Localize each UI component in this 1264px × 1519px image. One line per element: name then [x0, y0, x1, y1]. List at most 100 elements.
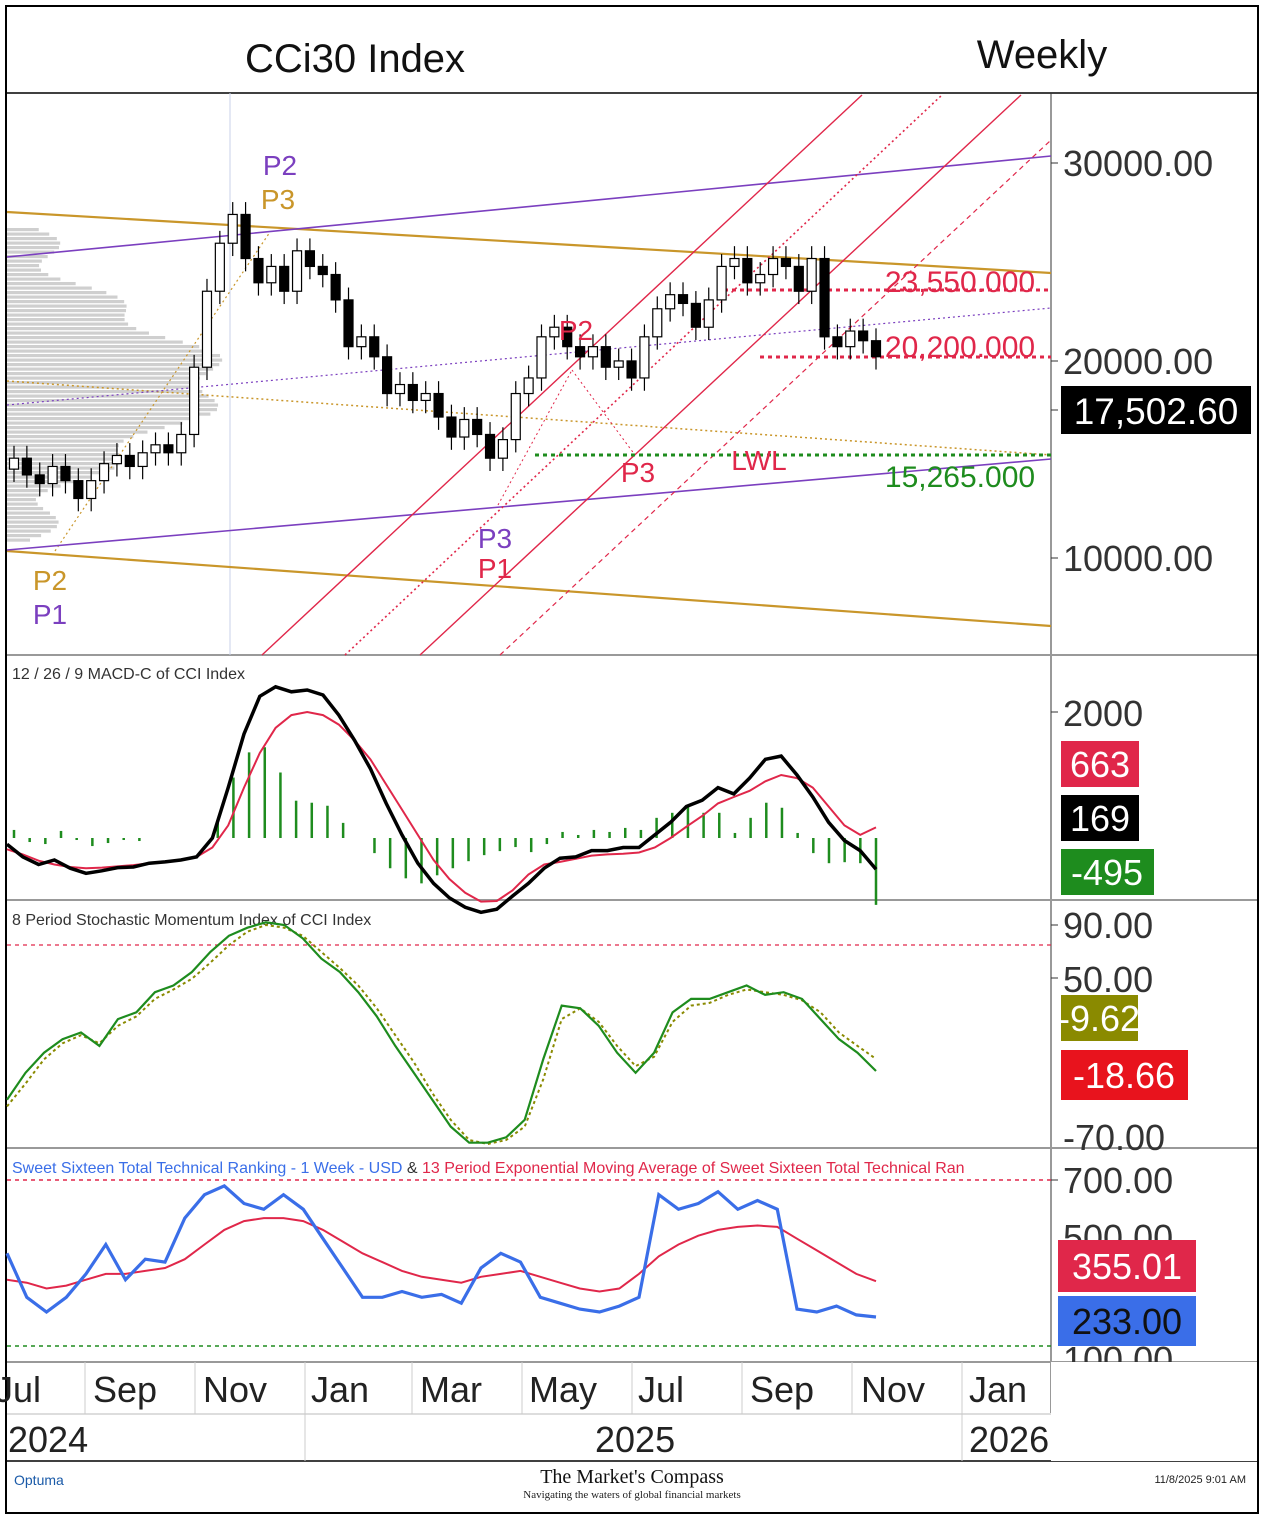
- profile-bar: [7, 484, 61, 488]
- macd-ytick-2000: 2000: [1063, 693, 1143, 734]
- candle-body: [163, 444, 174, 454]
- level-label-15265: 15,265.000: [885, 461, 1035, 494]
- candle-body: [73, 480, 84, 500]
- candle-body: [793, 265, 804, 292]
- profile-bar: [7, 426, 165, 430]
- smi-readout-signal: -9.62: [1058, 998, 1140, 1039]
- timeframe-label: Weekly: [977, 33, 1107, 77]
- candle-body: [549, 326, 560, 338]
- xtick-month-1: Sep: [93, 1369, 157, 1410]
- profile-bar: [7, 489, 48, 493]
- candle-body: [304, 250, 316, 268]
- ranking-title: Sweet Sixteen Total Technical Ranking - …: [12, 1160, 965, 1177]
- smi-yaxis: 90.00 50.00 -70.00: [1051, 905, 1165, 1158]
- ranking-title-blue: Sweet Sixteen Total Technical Ranking - …: [12, 1160, 402, 1177]
- candle-body: [484, 433, 496, 459]
- red-fork-handle: [497, 369, 573, 506]
- profile-bar: [7, 304, 127, 308]
- macd-title: 12 / 26 / 9 MACD-C of CCI Index: [12, 666, 245, 683]
- red-fork-median: [344, 94, 943, 656]
- candle-body: [176, 433, 187, 454]
- profile-bar: [7, 403, 219, 407]
- profile-bar: [7, 439, 124, 443]
- candle-body: [266, 265, 277, 284]
- candle-body: [86, 480, 97, 500]
- candle-body: [626, 360, 637, 379]
- publisher-tagline: Navigating the waters of global financia…: [523, 1489, 741, 1501]
- candle-body: [291, 250, 303, 292]
- xaxis-right-cover: [1051, 1414, 1257, 1460]
- candle-body: [845, 330, 856, 348]
- profile-bar: [7, 390, 203, 394]
- candle-body: [574, 346, 586, 358]
- level-label-20200: 20,200.000: [885, 331, 1035, 364]
- candle-body: [446, 416, 457, 438]
- profile-bar: [7, 376, 200, 380]
- candle-body: [459, 418, 470, 438]
- smi-readout-smi: -18.66: [1073, 1055, 1175, 1096]
- candle-body: [317, 265, 328, 276]
- candle-body: [755, 273, 766, 284]
- macd-readout-hist-bg: [1061, 849, 1154, 895]
- xtick-month-6: Jul: [638, 1369, 684, 1410]
- candle-body: [330, 273, 341, 301]
- profile-bar: [7, 232, 50, 236]
- macd-readout-signal-bg: [1061, 741, 1139, 787]
- macd-readout-signal: 663: [1070, 744, 1130, 785]
- smi-line: [6, 921, 877, 1144]
- profile-bar: [7, 331, 149, 335]
- xtick-month-2: Nov: [203, 1369, 267, 1410]
- chart-title: CCi30 Index: [245, 37, 465, 81]
- candle-body: [394, 383, 406, 395]
- candle-body: [382, 356, 393, 395]
- profile-bar: [7, 336, 166, 340]
- smi-readout-signal-bg: [1061, 995, 1138, 1041]
- smi-title: 8 Period Stochastic Momentum Index of CC…: [12, 912, 371, 929]
- profile-bar: [7, 340, 183, 344]
- profile-bar: [7, 322, 129, 326]
- candle-body: [716, 265, 727, 301]
- candle-body: [472, 418, 483, 436]
- profile-bar: [7, 309, 127, 313]
- candle-body: [279, 265, 290, 292]
- profile-bar: [7, 313, 125, 317]
- level-label-23550: 23,550.000: [885, 266, 1035, 299]
- profile-bar: [7, 358, 223, 362]
- profile-bar: [7, 412, 211, 416]
- candle-body: [587, 346, 599, 358]
- candle-body: [343, 299, 354, 348]
- chart-frame: [5, 5, 1259, 1514]
- optuma-logo: Optuma: [14, 1472, 64, 1488]
- lwl-label: LWL: [731, 445, 787, 476]
- pivot-p3-red: P3: [621, 457, 655, 488]
- candle-body: [767, 257, 779, 276]
- profile-bar: [7, 264, 40, 268]
- profile-bar: [7, 493, 40, 497]
- profile-bar: [7, 282, 76, 286]
- candle-body: [510, 392, 521, 441]
- macd-line: [5, 684, 878, 915]
- pivot-p3-gold: P3: [261, 184, 295, 215]
- pivot-annotations: P2 P3 P2 P1 P3 P1 P2 P3 LWL: [33, 150, 787, 630]
- profile-bar: [7, 462, 120, 466]
- ranking-title-amp: &: [402, 1160, 422, 1177]
- candle-body: [253, 257, 264, 284]
- profile-bar: [7, 520, 59, 524]
- red-fork-lower: [419, 94, 1022, 656]
- smi-signal-line: [6, 923, 877, 1146]
- candle-body: [536, 336, 547, 379]
- macd-readout-macd-bg: [1061, 795, 1139, 841]
- candle-body: [819, 257, 830, 338]
- profile-bar: [7, 448, 118, 452]
- candle-body: [806, 257, 817, 292]
- candle-body: [214, 242, 225, 292]
- profile-bar: [7, 525, 57, 529]
- ytick-30000: 30000.00: [1063, 143, 1213, 184]
- profile-bar: [7, 538, 31, 542]
- candle-body: [240, 213, 251, 260]
- profile-bar: [7, 534, 42, 538]
- candle-body: [652, 308, 663, 338]
- candle-body: [150, 444, 161, 454]
- profile-bar: [7, 295, 118, 299]
